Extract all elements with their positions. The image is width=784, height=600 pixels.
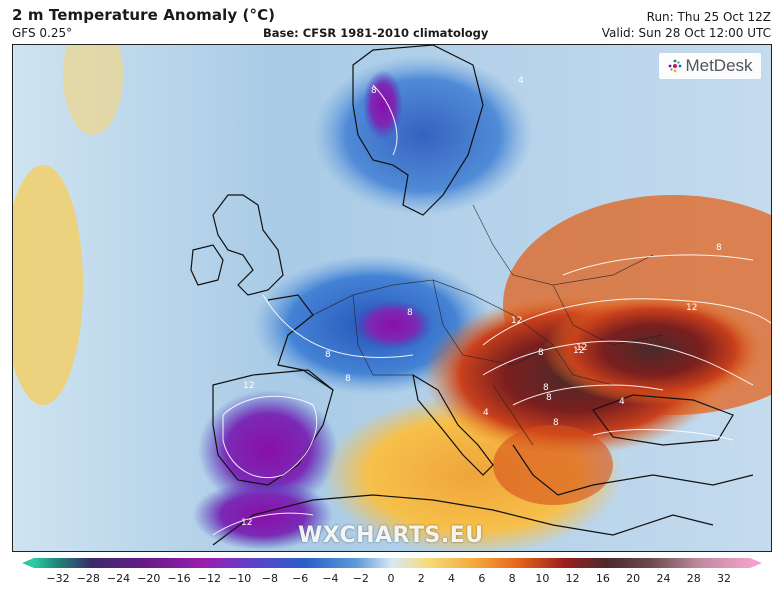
colorbar-tick: −6 [292,572,309,585]
anomaly-contours [212,84,771,536]
model-label: GFS 0.25° [12,26,73,40]
valid-time-label: Valid: Sun 28 Oct 12:00 UTC [601,26,771,40]
contour-label: 8 [716,243,722,253]
metdesk-mark-icon [669,59,682,73]
colorbar-tick: −24 [106,572,131,585]
colorbar-tick: 10 [535,572,550,585]
colorbar-tick: 16 [595,572,610,585]
colorbar-tick: 20 [626,572,641,585]
chart-title: 2 m Temperature Anomaly (°C) [12,6,276,24]
atlantic-warm-band-north [63,45,123,135]
contour-label: 12 [686,303,697,313]
colorbar-tick: −4 [322,572,339,585]
run-time-label: Run: Thu 25 Oct 12Z [646,10,771,24]
contour-label: 12 [511,316,522,326]
contour-label: 12 [241,518,252,528]
wxcharts-watermark: WXCHARTS.EU [298,523,484,548]
colorbar-tick: 0 [387,572,395,585]
coastlines [190,45,754,546]
colorbar-min-arrow [22,558,34,568]
colorbar-tick: −32 [46,572,70,585]
metdesk-logo: MetDesk [659,53,761,79]
climatology-base-label: Base: CFSR 1981-2010 climatology [263,26,489,40]
contour-label: 8 [345,374,351,384]
colorbar-tick-labels: −32 −28 −24 −20 −16 −12 −10 −8 −6 −4 −2 0 2 4 6 8 10 12 16… [0,572,784,588]
colorbar-max-arrow [750,558,762,568]
colorbar-tick: −10 [228,572,252,585]
contour-label: 8 [553,418,559,428]
colorbar-tick: 2 [417,572,425,585]
map-canvas: 8 4 8 12 12 8 12 8 8 12 8 12 8 4 8 12 8 … [13,45,771,551]
colorbar-tick: −28 [76,572,100,585]
colorbar-tick: −8 [261,572,279,585]
colorbar-tick: 12 [565,572,580,585]
contour-label: 8 [325,350,331,360]
ukraine-warm-core [543,295,763,405]
anomaly-map: 8 4 8 12 12 8 12 8 8 12 8 12 8 4 8 12 8 … [12,44,772,552]
colorbar-tick: −2 [352,572,369,585]
colorbar-tick: 4 [448,572,456,585]
atlantic-warm-band [13,165,83,405]
contour-labels: 8 4 8 12 12 8 12 8 8 12 8 12 8 4 8 12 8 … [241,76,722,528]
contour-label: 12 [576,343,587,353]
morocco-purple-anomaly [193,480,333,550]
colorbar [22,558,762,568]
colorbar-gradient [34,558,750,568]
colorbar-tick: 32 [717,572,731,585]
contour-label: 8 [538,348,544,358]
contour-label: 8 [407,308,413,318]
country-borders [312,204,664,446]
contour-label: 8 [546,393,552,403]
colorbar-tick: −20 [137,572,161,585]
colorbar-tick: 6 [478,572,486,585]
alps-purple-anomaly [353,300,433,350]
contour-label: 12 [243,381,254,391]
contour-label: 4 [518,76,524,86]
scandinavia-cold-region [313,55,533,215]
contour-label: 12 [573,346,584,356]
contour-label: 4 [483,408,489,418]
iberia-purple-anomaly [198,390,338,510]
colorbar-tick: 28 [686,572,701,585]
norway-purple-anomaly [363,70,403,140]
balkans-warm-region [493,425,613,505]
colorbar-tick: 24 [656,572,671,585]
contour-label: 8 [543,383,549,393]
colorbar-tick: 8 [508,572,516,585]
colorbar-tick: −12 [197,572,221,585]
colorbar-tick: −16 [167,572,191,585]
contour-label: 8 [371,86,377,96]
logo-text: MetDesk [685,56,753,75]
contour-label: 4 [619,397,625,407]
chart-header: 2 m Temperature Anomaly (°C) GFS 0.25° B… [0,0,784,44]
